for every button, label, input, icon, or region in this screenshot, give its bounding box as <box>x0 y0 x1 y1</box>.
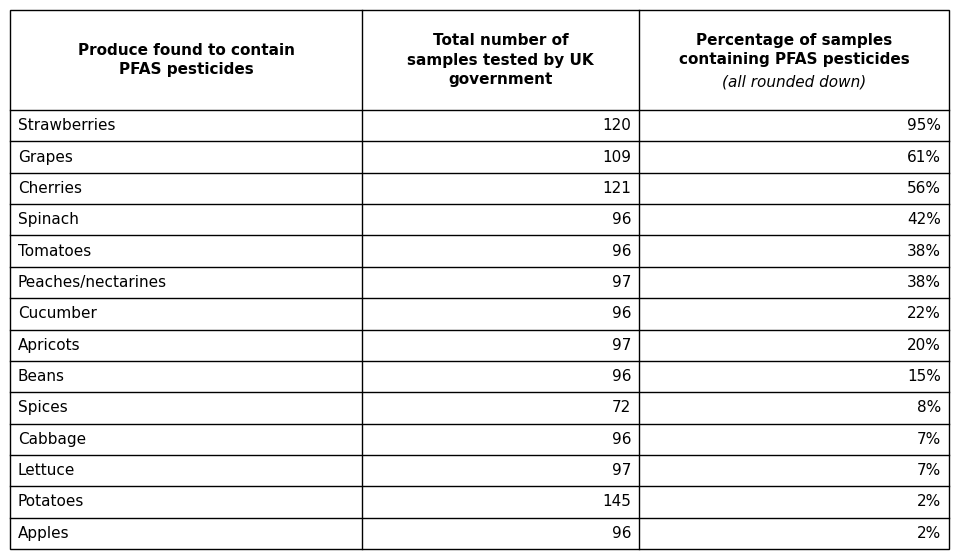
Text: Strawberries: Strawberries <box>18 118 115 133</box>
Text: 120: 120 <box>602 118 631 133</box>
Text: 97: 97 <box>612 275 631 290</box>
Text: 7%: 7% <box>917 432 941 447</box>
Text: Cabbage: Cabbage <box>18 432 86 447</box>
Text: Tomatoes: Tomatoes <box>18 244 91 259</box>
Text: 96: 96 <box>612 369 631 384</box>
Text: 2%: 2% <box>917 495 941 509</box>
Text: Spices: Spices <box>18 400 68 415</box>
Text: (all rounded down): (all rounded down) <box>722 74 866 89</box>
Text: 15%: 15% <box>907 369 941 384</box>
Text: 38%: 38% <box>907 275 941 290</box>
Text: 96: 96 <box>612 244 631 259</box>
Text: 20%: 20% <box>907 338 941 353</box>
Text: 61%: 61% <box>907 150 941 164</box>
Text: Potatoes: Potatoes <box>18 495 84 509</box>
Text: Beans: Beans <box>18 369 65 384</box>
Text: Cherries: Cherries <box>18 181 82 196</box>
Text: Percentage of samples
containing PFAS pesticides: Percentage of samples containing PFAS pe… <box>679 32 909 67</box>
Text: 8%: 8% <box>917 400 941 415</box>
Text: 95%: 95% <box>907 118 941 133</box>
Text: Apples: Apples <box>18 526 70 541</box>
Text: 97: 97 <box>612 338 631 353</box>
Text: Apricots: Apricots <box>18 338 81 353</box>
Text: 96: 96 <box>612 212 631 228</box>
Text: 109: 109 <box>602 150 631 164</box>
Text: 145: 145 <box>602 495 631 509</box>
Text: 96: 96 <box>612 306 631 321</box>
Text: Total number of
samples tested by UK
government: Total number of samples tested by UK gov… <box>408 34 594 87</box>
Text: 96: 96 <box>612 526 631 541</box>
Text: Grapes: Grapes <box>18 150 73 164</box>
Text: 72: 72 <box>612 400 631 415</box>
Text: Cucumber: Cucumber <box>18 306 97 321</box>
Text: Lettuce: Lettuce <box>18 463 76 478</box>
Text: 2%: 2% <box>917 526 941 541</box>
Text: 22%: 22% <box>907 306 941 321</box>
Text: Spinach: Spinach <box>18 212 79 228</box>
Text: 7%: 7% <box>917 463 941 478</box>
Text: 42%: 42% <box>907 212 941 228</box>
Text: Peaches/nectarines: Peaches/nectarines <box>18 275 167 290</box>
Text: 97: 97 <box>612 463 631 478</box>
Text: 96: 96 <box>612 432 631 447</box>
Text: 121: 121 <box>602 181 631 196</box>
Text: 56%: 56% <box>907 181 941 196</box>
Text: Produce found to contain
PFAS pesticides: Produce found to contain PFAS pesticides <box>78 43 294 77</box>
Text: 38%: 38% <box>907 244 941 259</box>
